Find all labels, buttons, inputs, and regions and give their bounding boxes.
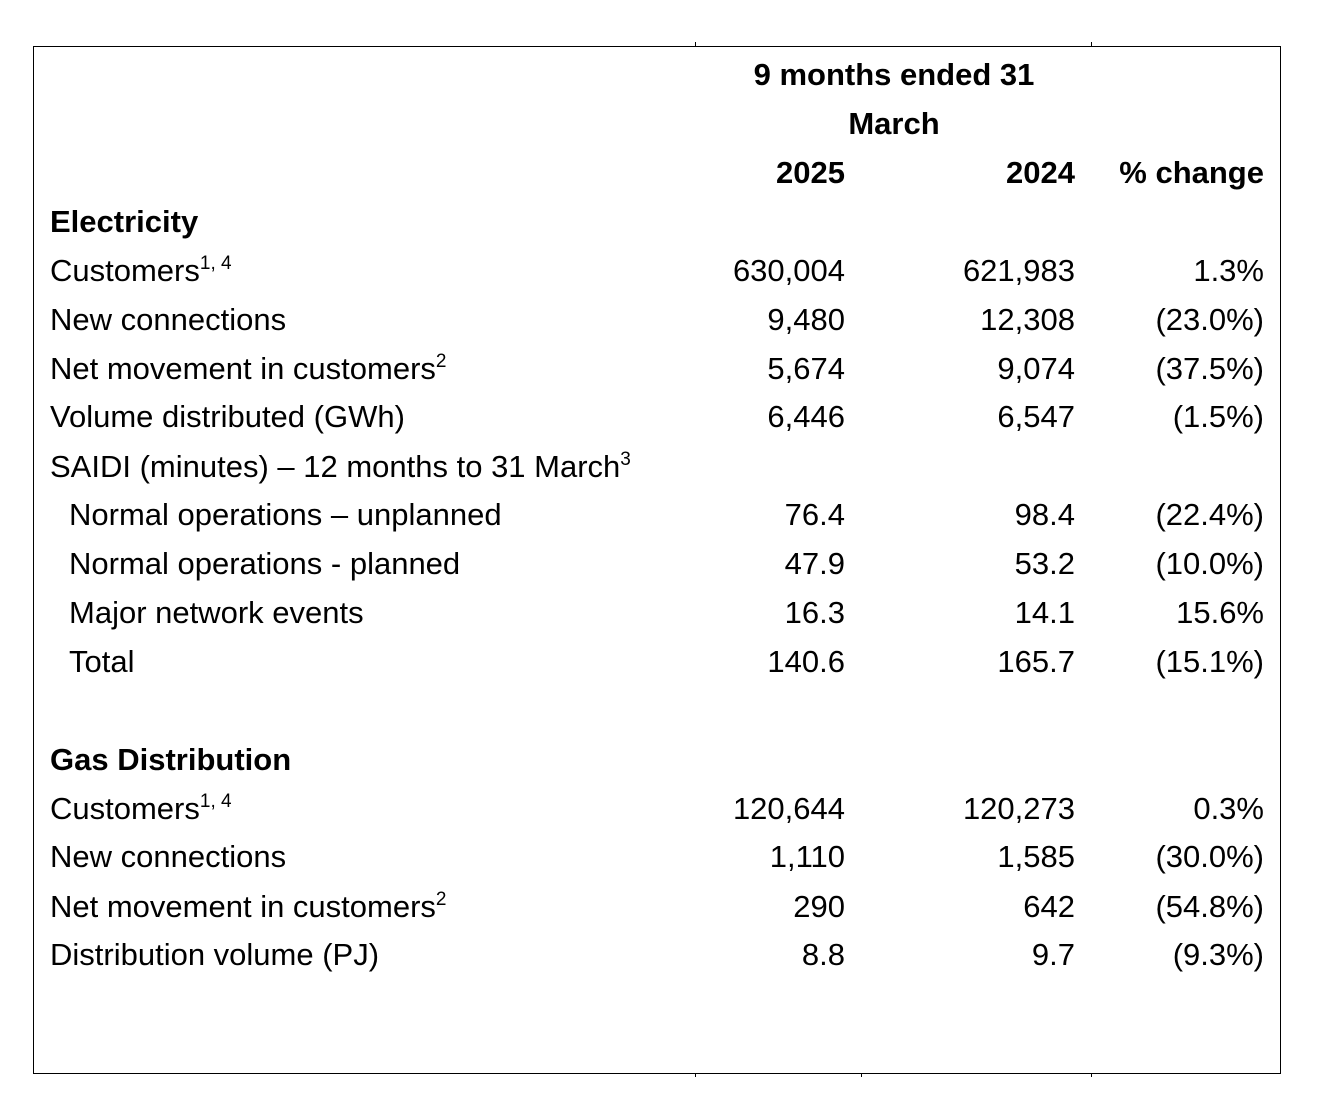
table-row: New connections 9,480 12,308 (23.0%) [34,295,1280,344]
column-tick [1091,1073,1092,1077]
value-change: (23.0%) [1155,302,1264,337]
column-header-2024: 2024 [1006,155,1075,190]
value-2025: 47.9 [784,546,845,581]
value-2024: 12,308 [980,302,1075,337]
footnote-ref: 3 [620,449,631,470]
footnote-ref: 2 [435,351,447,372]
value-2025: 76.4 [784,497,845,532]
row-label: SAIDI (minutes) – 12 months to 31 March [50,449,621,484]
value-2025: 630,004 [732,253,845,288]
footnote-ref: 2 [435,889,447,910]
value-change: (9.3%) [1172,937,1264,972]
value-2025: 140.6 [767,644,845,679]
value-2025: 16.3 [784,595,845,630]
row-label: Customers [50,253,200,288]
value-2025: 6,446 [767,399,845,434]
value-2024: 642 [1023,889,1075,924]
column-tick [695,42,696,46]
column-tick [861,1073,862,1077]
value-change: 15.6% [1176,595,1264,630]
row-label: Net movement in customers [50,351,436,386]
value-2024: 621,983 [962,253,1075,288]
value-2025: 5,674 [767,351,845,386]
table-row: New connections 1,110 1,585 (30.0%) [34,832,1280,881]
section-title-gas: Gas Distribution [50,742,292,777]
footnote-ref: 1, 4 [199,253,232,274]
row-label: Customers [50,791,200,826]
table-row: Customers1, 4 120,644 120,273 0.3% [34,784,1280,833]
table-row: Distribution volume (PJ) 8.8 9.7 (9.3%) [34,930,1280,979]
value-2025: 1,110 [769,839,845,874]
table-row: Major network events 16.3 14.1 15.6% [34,588,1280,637]
row-label: Total [69,644,135,679]
table-row: Total 140.6 165.7 (15.1%) [34,637,1280,686]
row-label: Distribution volume (PJ) [50,937,380,972]
column-header-2025: 2025 [776,155,845,190]
column-tick [1091,42,1092,46]
row-label: Net movement in customers [50,889,436,924]
value-change: 0.3% [1193,791,1264,826]
value-2024: 6,547 [997,399,1075,434]
value-2024: 120,273 [962,791,1075,826]
column-header-change: % change [1119,155,1264,190]
footnote-ref: 1, 4 [199,791,232,812]
value-2024: 9,074 [997,351,1075,386]
results-table: 9 months ended 31 March 2025 2024 % chan… [33,46,1281,1074]
value-change: (22.4%) [1155,497,1264,532]
value-2025: 8.8 [801,937,845,972]
value-2025: 120,644 [732,791,845,826]
value-2024: 53.2 [1014,546,1075,581]
row-label: New connections [50,302,287,337]
column-header-row: 2025 2024 % change [34,148,1280,197]
table-row: Normal operations - planned 47.9 53.2 (1… [34,539,1280,588]
table-row: Net movement in customers2 290 642 (54.8… [34,882,1280,931]
row-label: Major network events [69,595,364,630]
saidi-heading-row: SAIDI (minutes) – 12 months to 31 March3 [34,442,1280,491]
value-2024: 14.1 [1014,595,1075,630]
value-change: (37.5%) [1155,351,1264,386]
value-2025: 290 [793,889,845,924]
column-tick [695,1073,696,1077]
table-row: Volume distributed (GWh) 6,446 6,547 (1.… [34,392,1280,441]
value-change: (30.0%) [1155,839,1264,874]
value-change: (1.5%) [1172,399,1264,434]
row-label: Normal operations - planned [69,546,461,581]
value-change: 1.3% [1193,253,1264,288]
period-heading-line1: 9 months ended 31 [753,57,1035,92]
value-change: (54.8%) [1155,889,1264,924]
table-row: Customers1, 4 630,004 621,983 1.3% [34,246,1280,295]
value-2024: 98.4 [1014,497,1075,532]
period-heading-line2: March [848,106,940,141]
row-label: Volume distributed (GWh) [50,399,405,434]
table-row: Net movement in customers2 5,674 9,074 (… [34,344,1280,393]
value-2024: 9.7 [1031,937,1075,972]
value-2025: 9,480 [767,302,845,337]
row-label: Normal operations – unplanned [69,497,502,532]
value-change: (10.0%) [1155,546,1264,581]
row-label: New connections [50,839,287,874]
value-2024: 165.7 [997,644,1075,679]
section-title-electricity: Electricity [50,204,199,239]
table-row: Normal operations – unplanned 76.4 98.4 … [34,490,1280,539]
value-change: (15.1%) [1155,644,1264,679]
value-2024: 1,585 [997,839,1075,874]
